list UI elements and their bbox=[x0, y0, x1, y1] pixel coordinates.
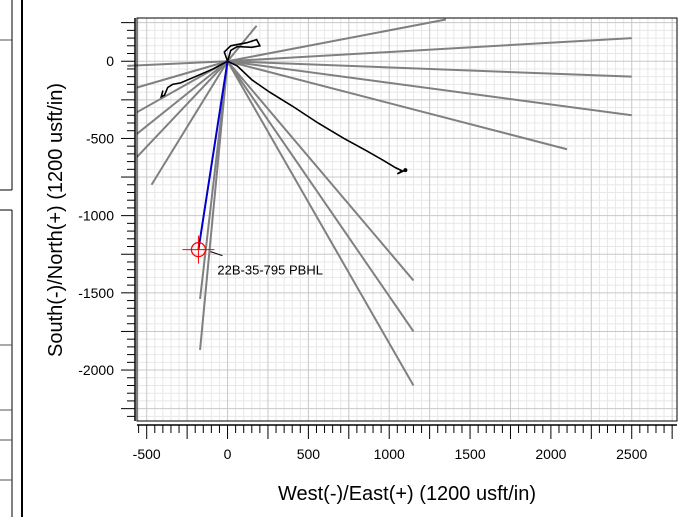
wellbore-east-line bbox=[227, 60, 406, 175]
x-tick-label: 500 bbox=[297, 446, 321, 462]
y-tick-label: -500 bbox=[86, 130, 114, 146]
offset-well-line bbox=[227, 60, 568, 151]
x-tick-label: 2000 bbox=[535, 446, 566, 462]
wellbore-end-point bbox=[403, 168, 408, 173]
offset-wells bbox=[127, 18, 632, 386]
offset-well-line bbox=[199, 61, 229, 351]
tick-labels: -500 0 500 1000 1500 2000 2500 0 -500 -1000 -1500 -… bbox=[78, 53, 647, 462]
offset-well-line bbox=[227, 37, 632, 63]
x-tick-label: 2500 bbox=[616, 446, 647, 462]
offset-well-line bbox=[136, 60, 229, 135]
offset-well-line bbox=[226, 60, 415, 386]
x-tick-label: -500 bbox=[133, 446, 161, 462]
minor-grid bbox=[137, 18, 677, 421]
x-tick-label: 0 bbox=[224, 446, 232, 462]
offset-well-line bbox=[127, 60, 228, 67]
offset-well-line bbox=[136, 60, 228, 89]
y-tick-label: 0 bbox=[106, 53, 114, 69]
offset-well-line bbox=[136, 60, 229, 158]
target-label: 22B-35-795 PBHL bbox=[217, 263, 323, 278]
wellbore-west-line bbox=[160, 60, 228, 99]
plan-line bbox=[197, 61, 229, 250]
plot-frame bbox=[136, 17, 678, 422]
y-axis-title: South(-)/North(+) (1200 usft/in) bbox=[45, 83, 67, 357]
left-panel-strip bbox=[0, 0, 24, 517]
x-tick-label: 1000 bbox=[374, 446, 405, 462]
y-tick-label: -1500 bbox=[78, 285, 114, 301]
x-tick-label: 1500 bbox=[454, 446, 485, 462]
offset-well-line bbox=[227, 18, 446, 63]
offset-well-line bbox=[150, 60, 229, 186]
wellbore-paths bbox=[160, 38, 408, 175]
offset-well-line bbox=[226, 60, 415, 333]
offset-well-line bbox=[226, 60, 415, 282]
wellbore-loop-line bbox=[223, 38, 262, 62]
target-marker bbox=[182, 235, 223, 264]
target-leader-line bbox=[210, 251, 223, 257]
offset-well-line bbox=[227, 60, 632, 78]
y-tick-label: -1000 bbox=[78, 208, 114, 224]
major-grid bbox=[137, 18, 677, 421]
y-tick-label: -2000 bbox=[78, 362, 114, 378]
plan-path bbox=[197, 61, 229, 250]
left-panel-borders bbox=[0, 0, 24, 517]
axes bbox=[121, 17, 678, 439]
x-axis-title: West(-)/East(+) (1200 usft/in) bbox=[278, 483, 536, 505]
offset-well-line bbox=[227, 60, 632, 117]
